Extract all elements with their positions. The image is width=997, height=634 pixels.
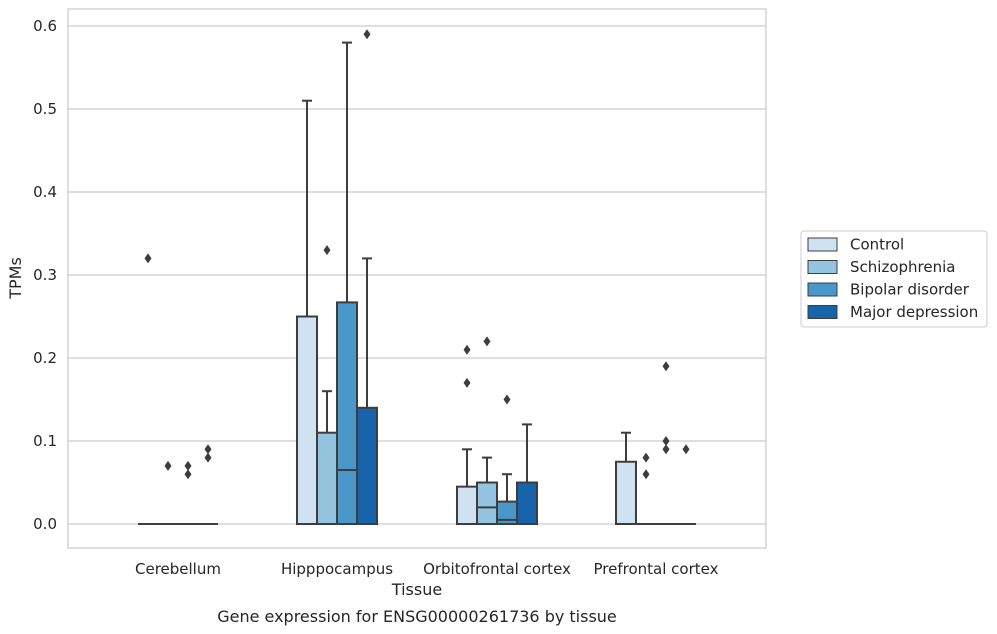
box-group: [516, 423, 538, 525]
legend-label: Schizophrenia: [850, 258, 955, 276]
x-tick-label: Hipppocampus: [281, 560, 393, 578]
box-iqr: [516, 481, 538, 525]
legend-frame: [800, 230, 988, 328]
box-group: [296, 99, 318, 525]
y-tick-label: 0.1: [33, 432, 57, 450]
outlier-point: [642, 469, 650, 480]
legend-label: Bipolar disorder: [850, 281, 970, 299]
box-group: [656, 361, 676, 525]
box-group: [476, 336, 498, 525]
outlier-point: [164, 460, 172, 471]
y-tick-label: 0.0: [33, 515, 57, 533]
x-tick-label: Orbitofrontal cortex: [423, 560, 571, 578]
legend-swatch: [807, 237, 838, 252]
box-iqr: [615, 460, 637, 525]
box-iqr: [356, 406, 378, 525]
legend-label: Major depression: [850, 303, 978, 321]
box-group: [615, 431, 637, 525]
outlier-point: [483, 336, 491, 347]
box-group: [356, 29, 378, 525]
y-axis-label: TPMs: [6, 257, 25, 300]
y-tick-label: 0.5: [33, 100, 57, 118]
box-group: [158, 460, 178, 525]
outlier-point: [323, 245, 331, 256]
outlier-point: [363, 29, 371, 40]
legend: Control Schizophrenia Bipolar disorder Majo…: [800, 230, 988, 328]
outlier-point: [463, 377, 471, 388]
outlier-point: [503, 394, 511, 405]
y-tick-label: 0.4: [33, 183, 57, 201]
y-tick-label: 0.6: [33, 17, 57, 35]
x-tick-label: Prefrontal cortex: [594, 560, 719, 578]
box-iqr: [456, 485, 478, 525]
box-group: [456, 344, 478, 525]
legend-label: Control: [850, 236, 904, 254]
legend-items: Control Schizophrenia Bipolar disorder Majo…: [807, 236, 978, 321]
box-group: [636, 452, 656, 525]
outlier-point: [184, 469, 192, 480]
box-iqr: [316, 431, 338, 526]
x-tick-label: Cerebellum: [135, 560, 221, 578]
box-group: [676, 444, 696, 525]
outlier-point: [184, 460, 192, 471]
box-plot-area: [138, 29, 696, 526]
box-iqr: [296, 315, 318, 525]
y-tick-label: 0.3: [33, 266, 57, 284]
legend-swatch: [807, 305, 838, 319]
box-group: [178, 460, 198, 525]
outlier-point: [662, 436, 670, 446]
box-group: [336, 41, 358, 526]
outlier-point: [463, 344, 471, 355]
box-iqr: [336, 301, 358, 526]
box-group: [198, 444, 218, 525]
outlier-point: [642, 452, 650, 463]
outlier-point: [204, 452, 212, 463]
outlier-point: [662, 444, 670, 455]
outlier-point: [204, 444, 212, 455]
outlier-point: [662, 361, 670, 372]
box-group: [496, 394, 518, 525]
grid-lines: [68, 25, 766, 525]
box-group: [138, 253, 158, 525]
legend-swatch: [807, 260, 838, 274]
outlier-point: [144, 253, 152, 264]
x-axis-ticks: Cerebellum Hipppocampus Orbitofrontal cort…: [135, 560, 719, 578]
legend-swatch: [807, 282, 838, 297]
y-axis-ticks: 0.0 0.1 0.2 0.3 0.4 0.5 0.6: [33, 17, 57, 533]
x-axis-label: Tissue: [391, 580, 442, 599]
plot-frame: [67, 8, 767, 549]
box-group: [316, 245, 338, 526]
outlier-point: [682, 444, 690, 455]
box-iqr: [476, 481, 498, 525]
y-tick-label: 0.2: [33, 349, 57, 367]
chart-caption: Gene expression for ENSG00000261736 by t…: [217, 607, 617, 626]
